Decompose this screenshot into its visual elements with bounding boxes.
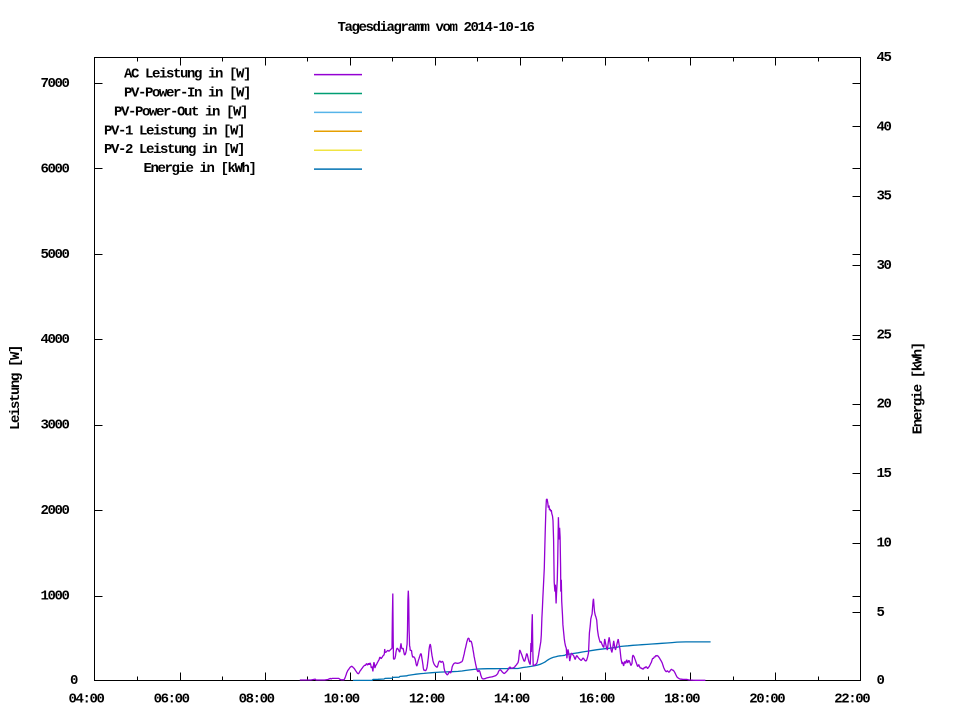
svg-text:1000: 1000: [40, 589, 69, 605]
svg-text:5000: 5000: [40, 247, 69, 263]
svg-text:6000: 6000: [40, 161, 69, 177]
svg-text:PV-Power-In in [W]: PV-Power-In in [W]: [124, 86, 250, 102]
svg-text:16:00: 16:00: [579, 692, 615, 708]
svg-text:Energie [kWh]: Energie [kWh]: [910, 343, 926, 434]
svg-text:20:00: 20:00: [749, 692, 785, 708]
svg-text:0: 0: [70, 673, 78, 689]
svg-text:2000: 2000: [40, 503, 69, 519]
svg-text:04:00: 04:00: [68, 692, 104, 708]
svg-text:Tagesdiagramm vom 2014-10-16: Tagesdiagramm vom 2014-10-16: [338, 20, 535, 36]
svg-text:08:00: 08:00: [239, 692, 275, 708]
svg-text:4000: 4000: [40, 332, 69, 348]
svg-text:14:00: 14:00: [494, 692, 530, 708]
svg-text:3000: 3000: [40, 418, 69, 434]
svg-text:22:00: 22:00: [834, 692, 870, 708]
svg-text:15: 15: [877, 466, 892, 482]
svg-text:PV-Power-Out in [W]: PV-Power-Out in [W]: [114, 104, 247, 120]
svg-text:0: 0: [877, 673, 885, 689]
svg-text:35: 35: [877, 189, 892, 205]
svg-text:30: 30: [877, 258, 892, 274]
svg-text:PV-1 Leistung in [W]: PV-1 Leistung in [W]: [104, 123, 244, 139]
svg-text:45: 45: [877, 50, 892, 66]
svg-text:Leistung [W]: Leistung [W]: [8, 346, 24, 430]
svg-text:10: 10: [877, 535, 892, 551]
svg-text:Energie in [kWh]: Energie in [kWh]: [144, 161, 256, 177]
svg-text:12:00: 12:00: [409, 692, 445, 708]
svg-text:40: 40: [877, 119, 892, 135]
svg-text:PV-2 Leistung in [W]: PV-2 Leistung in [W]: [104, 142, 244, 158]
svg-text:5: 5: [877, 605, 885, 621]
svg-text:25: 25: [877, 327, 892, 343]
svg-text:AC Leistung in [W]: AC Leistung in [W]: [124, 67, 250, 83]
svg-text:7000: 7000: [40, 76, 69, 92]
svg-text:06:00: 06:00: [154, 692, 190, 708]
svg-text:18:00: 18:00: [664, 692, 700, 708]
svg-text:10:00: 10:00: [324, 692, 360, 708]
svg-text:20: 20: [877, 397, 892, 413]
